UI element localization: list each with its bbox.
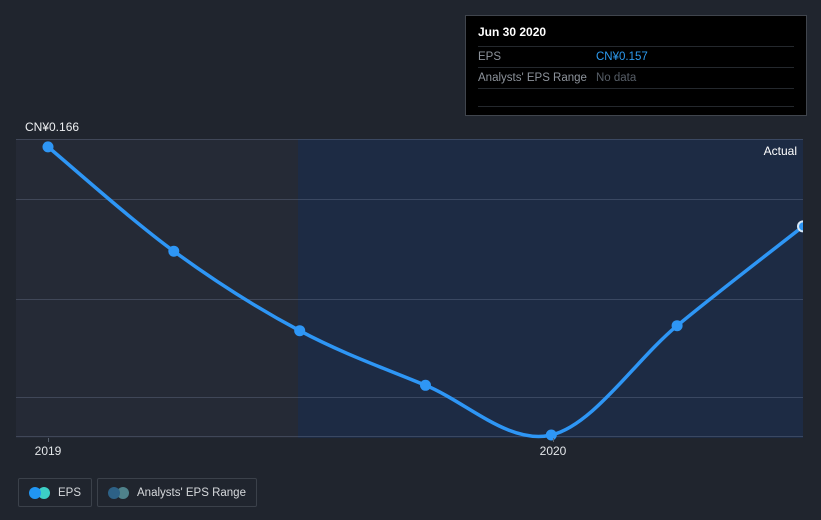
legend-item-eps-label: EPS — [58, 486, 82, 499]
data-point-marker[interactable] — [420, 379, 431, 391]
gridline — [16, 199, 803, 200]
gridline-axis — [16, 436, 803, 437]
data-point-marker[interactable] — [42, 141, 54, 153]
eps-series-icon — [29, 486, 50, 499]
x-axis-label-2019: 2019 — [34, 444, 62, 458]
legend-item-analysts-eps-range-label: Analysts' EPS Range — [137, 486, 246, 499]
gridline — [16, 299, 803, 300]
data-point-marker[interactable] — [294, 325, 306, 337]
x-axis-tick — [48, 438, 49, 442]
data-point-marker[interactable] — [545, 429, 557, 441]
legend-item-eps[interactable]: EPS — [18, 478, 93, 507]
eps-line — [46, 145, 803, 439]
chart-tooltip: Jun 30 2020 EPS CN¥0.157 Analysts' EPS R… — [465, 15, 807, 116]
x-axis-label-2020: 2020 — [539, 444, 567, 458]
tooltip-eps-value: CN¥0.157 — [596, 51, 648, 63]
eps-series-icon-front-dot — [29, 486, 41, 499]
legend-item-analysts-eps-range[interactable]: Analysts' EPS Range — [97, 478, 257, 507]
tooltip-date-title: Jun 30 2020 — [478, 25, 794, 47]
chart-plot-area[interactable]: Actual — [16, 139, 803, 441]
selected-data-point-marker[interactable] — [797, 220, 803, 233]
y-axis-max-label: CN¥0.166 — [25, 120, 80, 134]
eps-series-icon-back-dot — [38, 486, 50, 499]
plot-background-past — [16, 139, 298, 438]
x-axis-tick — [553, 438, 554, 442]
analysts-eps-range-icon-back-dot — [117, 486, 130, 499]
tooltip-eps-row: EPS CN¥0.157 — [478, 47, 794, 68]
analysts-eps-range-icon-front-dot — [108, 486, 121, 499]
chart-legend: EPS Analysts' EPS Range — [18, 478, 257, 507]
gridline-max — [16, 139, 803, 140]
tooltip-eps-range-row: Analysts' EPS Range No data — [478, 68, 794, 89]
data-point-marker[interactable] — [168, 245, 180, 257]
analysts-eps-range-series-icon — [108, 486, 130, 499]
tooltip-eps-label: EPS — [478, 51, 502, 63]
data-point-marker[interactable] — [671, 320, 683, 332]
plot-background-actual-period — [298, 139, 803, 438]
tooltip-divider — [478, 106, 794, 107]
eps-line-svg — [42, 141, 803, 441]
tooltip-eps-range-value: No data — [596, 72, 637, 84]
tooltip-eps-range-label: Analysts' EPS Range — [478, 72, 587, 84]
actual-region-label: Actual — [763, 144, 797, 158]
gridline — [16, 397, 803, 398]
